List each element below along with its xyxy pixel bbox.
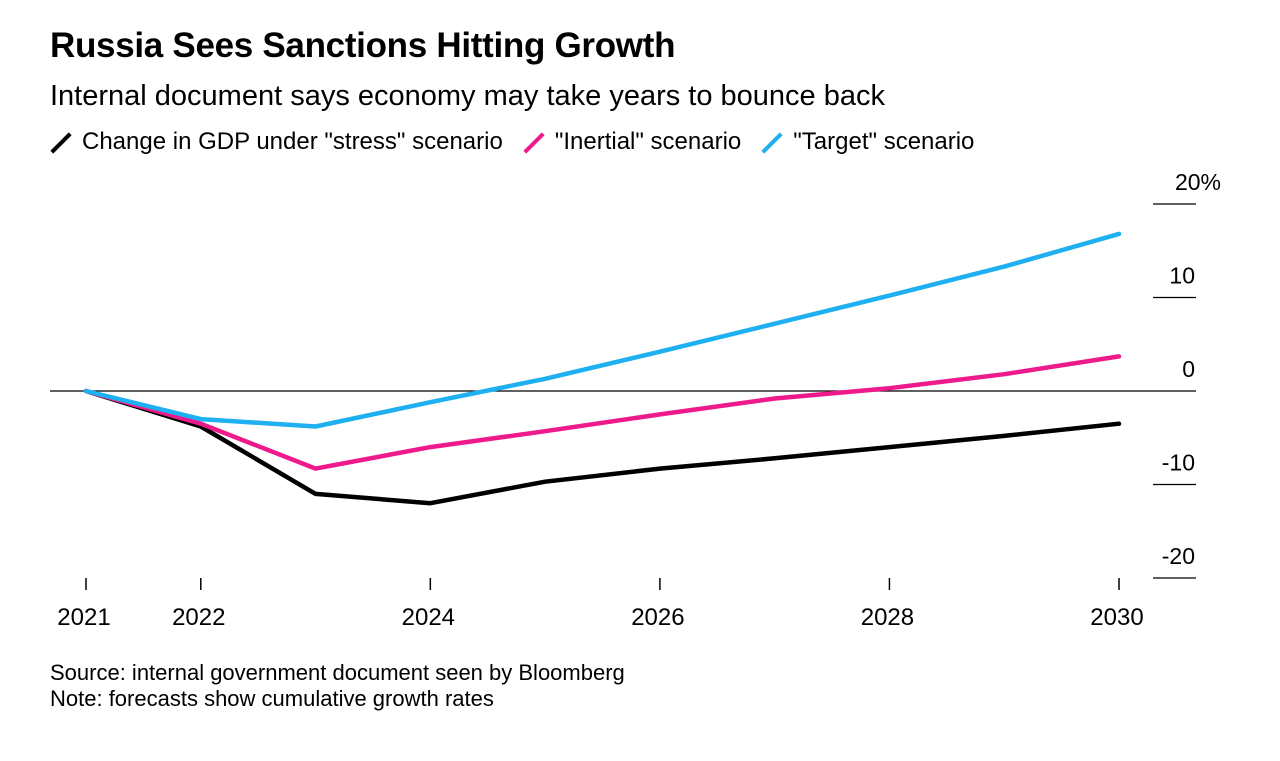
y-tick-label: 10 <box>1169 263 1195 289</box>
y-tick-label: -20 <box>1162 543 1195 569</box>
y-tick-label: 20% <box>1175 169 1221 195</box>
x-tick-label: 2021 <box>57 604 110 631</box>
y-tick-label: 0 <box>1182 356 1195 382</box>
x-tick-label: 2030 <box>1090 604 1143 631</box>
series-line-stress <box>83 388 1122 506</box>
series-line-target <box>83 231 1122 429</box>
legend-label-inertial: "Inertial" scenario <box>554 128 742 155</box>
legend-item-stress: Change in GDP under "stress" scenario <box>50 128 503 156</box>
legend-item-inertial: "Inertial" scenario <box>523 128 741 156</box>
chart-subtitle: Internal document says economy may take … <box>50 80 885 112</box>
legend: Change in GDP under "stress" scenario "I… <box>50 128 994 156</box>
footnotes: Source: internal government document see… <box>50 660 625 712</box>
source-note: Source: internal government document see… <box>50 660 625 685</box>
x-tick-label: 2026 <box>631 604 684 631</box>
legend-item-target: "Target" scenario <box>761 128 974 156</box>
x-tick-label: 2028 <box>861 604 914 631</box>
x-tick-label: 2024 <box>402 604 455 631</box>
legend-label-stress: Change in GDP under "stress" scenario <box>82 128 503 155</box>
method-note: Note: forecasts show cumulative growth r… <box>50 686 494 711</box>
x-tick-label: 2022 <box>172 604 225 631</box>
legend-label-target: "Target" scenario <box>793 128 975 155</box>
y-tick-label: -10 <box>1162 450 1195 476</box>
series-line-inertial <box>83 354 1122 471</box>
chart-title: Russia Sees Sanctions Hitting Growth <box>50 26 676 65</box>
